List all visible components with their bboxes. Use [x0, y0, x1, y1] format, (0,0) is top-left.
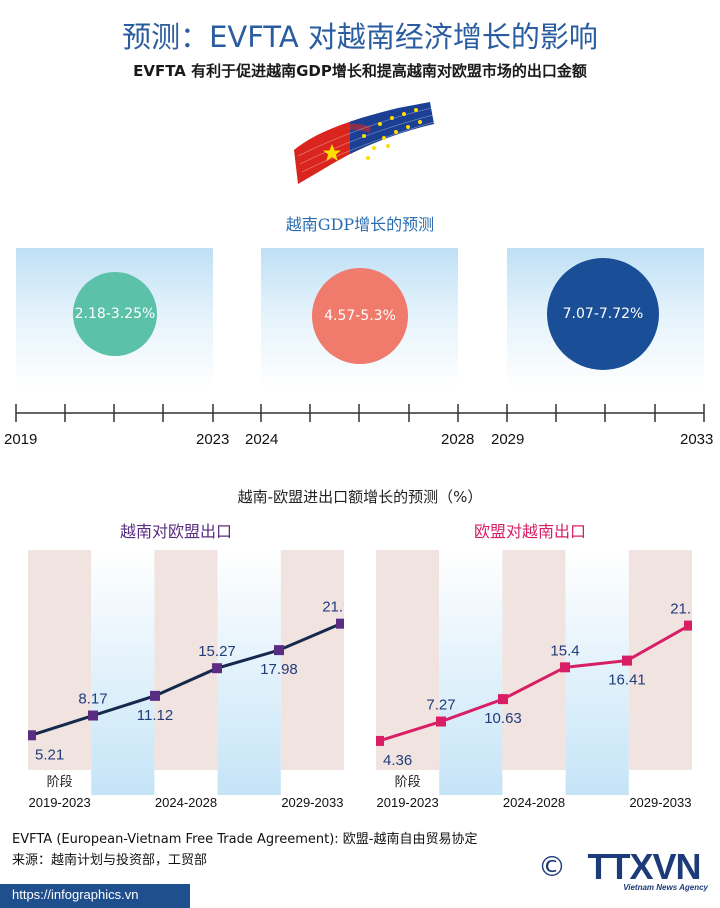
data-label: 16.41 — [608, 672, 646, 689]
period-label: 2029-2033 — [629, 795, 691, 810]
data-point — [150, 690, 160, 701]
data-label: 17.98 — [260, 661, 298, 678]
period-label: 2024-2028 — [155, 795, 217, 810]
chart-title-eu-to-vn: 欧盟对越南出口 — [474, 522, 587, 541]
page-subtitle: EVFTA 有利于促进越南GDP增长和提高越南对欧盟市场的出口金额 — [133, 62, 587, 80]
data-point — [336, 618, 344, 629]
data-label: 15.4 — [550, 642, 579, 659]
data-label: 11.12 — [137, 707, 173, 724]
period-label: 2019-2023 — [377, 795, 439, 810]
period-band — [628, 550, 692, 770]
page-title: 预测：EVFTA 对越南经济增长的影响 — [122, 20, 598, 54]
data-point — [88, 710, 98, 721]
gap-band — [439, 550, 503, 795]
year-2029: 2029 — [491, 431, 525, 448]
year-2028: 2028 — [441, 431, 475, 448]
year-2033: 2033 — [680, 431, 714, 448]
year-2024: 2024 — [245, 431, 279, 448]
data-label: 7.27 — [426, 697, 455, 714]
gdp-bubble-2029-2033: 7.07-7.72% — [547, 258, 659, 370]
chart-eu-to-vn: 4.36 7.27 10.63 15.4 16.41 21.66 阶段 2019-2023 20… — [376, 550, 692, 810]
data-label: 10.63 — [484, 710, 522, 727]
data-point — [28, 730, 36, 741]
data-point — [684, 620, 692, 631]
data-point — [274, 645, 284, 656]
gdp-section-title: 越南GDP增长的预测 — [285, 215, 435, 234]
gap-band — [91, 550, 155, 795]
trade-section-title: 越南-欧盟进出口额增长的预测（%） — [237, 488, 483, 506]
period-band — [376, 550, 440, 770]
chart-vn-to-eu: 5.21 8.17 11.12 15.27 17.98 21.95 阶段 2019-2023 2… — [28, 550, 344, 810]
data-label: 8.17 — [78, 691, 107, 708]
data-point — [560, 662, 570, 673]
series-line — [30, 622, 342, 737]
stage-label: 阶段 — [47, 775, 73, 790]
period-label: 2019-2023 — [29, 795, 91, 810]
footnote: EVFTA (European-Vietnam Free Trade Agree… — [12, 832, 478, 847]
data-point — [212, 663, 222, 674]
data-label: 15.27 — [198, 643, 236, 660]
year-2023: 2023 — [196, 431, 230, 448]
gdp-bubble-2019-2023: 2.18-3.25% — [73, 272, 157, 356]
period-band — [154, 550, 218, 770]
data-point — [376, 735, 384, 746]
data-point — [436, 716, 446, 727]
ttxvn-logo: TTXVN Vietnam News Agency — [574, 846, 714, 894]
gap-band — [217, 550, 281, 795]
period-label: 2029-2033 — [281, 795, 343, 810]
data-label: 21.95 — [322, 599, 344, 616]
period-band — [280, 550, 344, 770]
chart-title-vn-to-eu: 越南对欧盟出口 — [120, 522, 233, 541]
data-point — [622, 655, 632, 666]
footer-url-link[interactable]: https://infographics.vn — [12, 887, 139, 902]
logo-name: TTXVN — [587, 846, 701, 887]
period-label: 2024-2028 — [503, 795, 565, 810]
gdp-timeline — [15, 404, 705, 422]
data-label: 4.36 — [383, 752, 412, 769]
logo-subtitle: Vietnam News Agency — [623, 883, 708, 892]
data-label: 5.21 — [35, 746, 64, 763]
data-point — [498, 694, 508, 705]
gap-band — [565, 550, 629, 795]
period-band — [28, 550, 92, 770]
year-2019: 2019 — [4, 431, 38, 448]
series-line — [378, 624, 690, 743]
footer-bar — [0, 884, 190, 908]
copyright-icon: © — [538, 850, 566, 883]
data-label: 21.66 — [670, 601, 692, 618]
period-band — [502, 550, 566, 770]
vn-eu-flag-icon — [294, 102, 435, 184]
gdp-bubble-2024-2028: 4.57-5.3% — [312, 268, 408, 364]
stage-label: 阶段 — [395, 775, 421, 790]
source-note: 来源：越南计划与投资部，工贸部 — [12, 853, 208, 868]
